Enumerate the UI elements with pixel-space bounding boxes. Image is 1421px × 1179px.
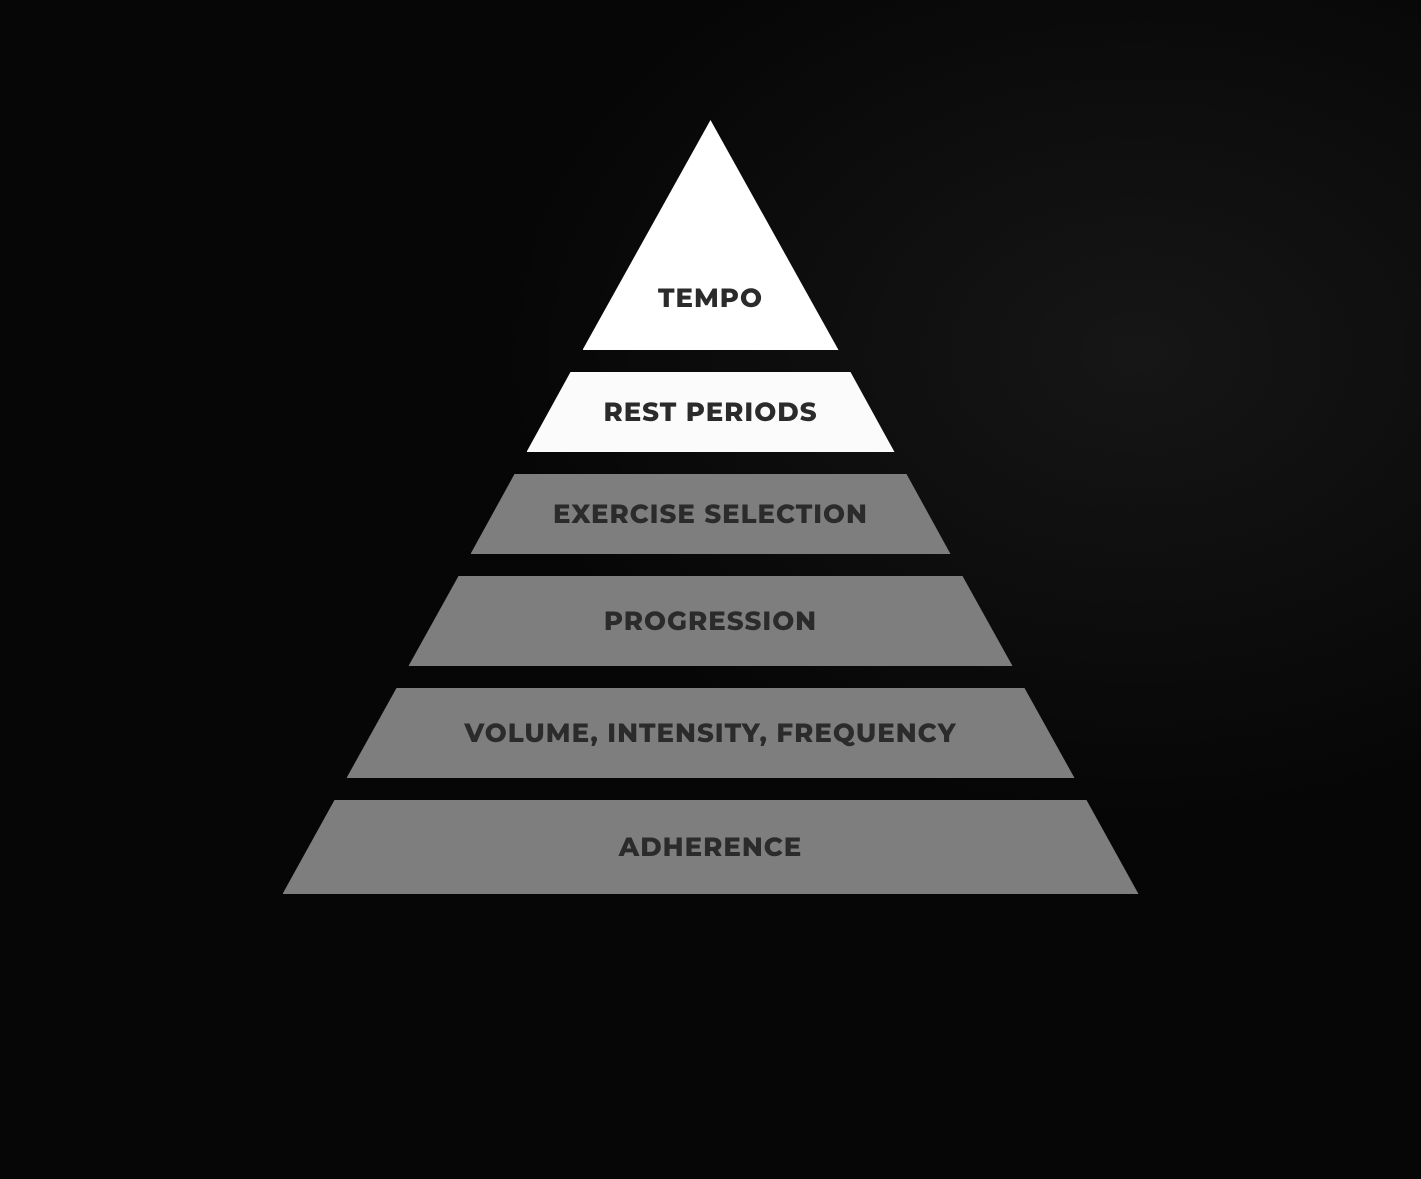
pyramid-tier-2: EXERCISE SELECTION xyxy=(471,474,951,554)
pyramid-tier-4: VOLUME, INTENSITY, FREQUENCY xyxy=(347,688,1075,778)
pyramid-tier-5: ADHERENCE xyxy=(283,800,1139,894)
pyramid-tier-label-2: EXERCISE SELECTION xyxy=(553,498,868,530)
pyramid-tier-1: REST PERIODS xyxy=(527,372,895,452)
pyramid-tier-label-4: VOLUME, INTENSITY, FREQUENCY xyxy=(464,717,956,749)
pyramid-diagram: TEMPO REST PERIODS EXERCISE SELECTION PROGR… xyxy=(211,120,1211,970)
pyramid-tier-label-0: TEMPO xyxy=(658,282,763,350)
pyramid-tier-label-5: ADHERENCE xyxy=(619,831,802,863)
pyramid-tier-label-3: PROGRESSION xyxy=(604,605,817,637)
pyramid-tier-3: PROGRESSION xyxy=(409,576,1013,666)
pyramid-tier-label-1: REST PERIODS xyxy=(603,396,817,428)
pyramid-tier-0: TEMPO xyxy=(583,120,839,350)
